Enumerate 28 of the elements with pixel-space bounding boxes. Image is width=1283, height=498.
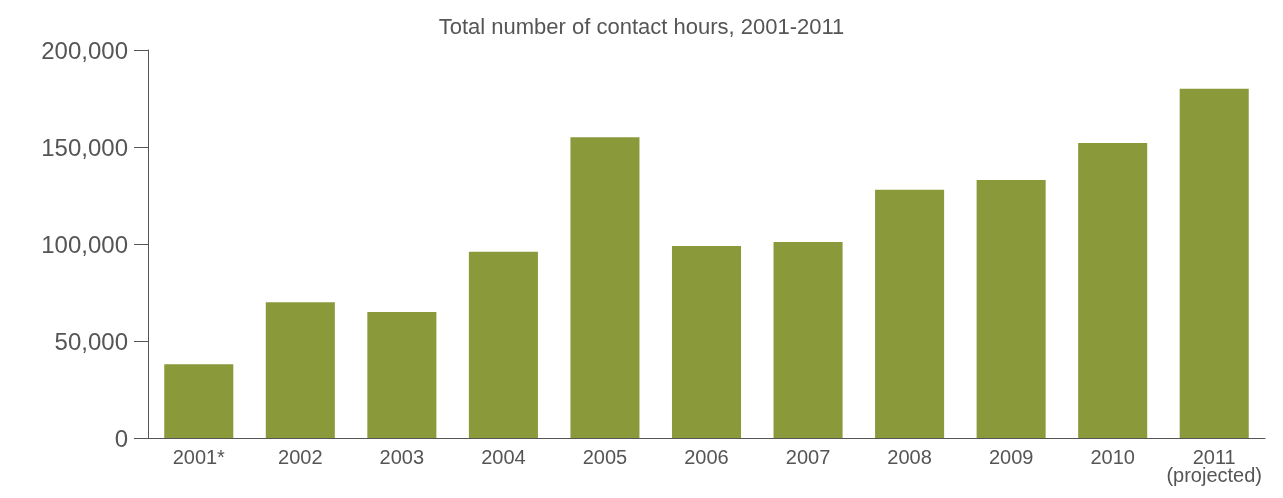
y-tick-label: 100,000	[41, 230, 128, 258]
x-tick-label: 2004	[481, 446, 526, 468]
x-tick-label: 2008	[887, 446, 932, 468]
bar	[164, 364, 234, 438]
y-tick-label: 200,000	[41, 36, 128, 64]
y-tick-label: 150,000	[41, 133, 128, 161]
bar	[1179, 88, 1249, 438]
bar	[671, 245, 742, 438]
bar	[367, 311, 437, 438]
x-tick-label: 2009	[988, 446, 1034, 468]
x-tick-label: 2001*	[172, 446, 226, 468]
x-tick-label: 2011 (projected)	[1166, 446, 1263, 486]
bar	[976, 179, 1046, 438]
x-tick-label: 2006	[684, 446, 729, 468]
bar	[570, 137, 640, 438]
chart-title: Total number of contact hours, 2001-2011	[438, 13, 845, 39]
x-tick-label: 2005	[582, 446, 628, 468]
y-tick-label: 0	[114, 424, 128, 452]
bar	[1078, 143, 1148, 438]
x-tick-label: 2010	[1090, 446, 1135, 468]
bar	[265, 302, 335, 438]
x-tick-label: 2007	[785, 446, 831, 468]
bar	[875, 189, 945, 438]
x-tick-label: 2003	[379, 446, 425, 468]
bar	[773, 242, 843, 438]
x-tick-label: 2002	[278, 446, 323, 468]
bar	[468, 251, 538, 438]
y-tick-label: 50,000	[54, 327, 128, 355]
